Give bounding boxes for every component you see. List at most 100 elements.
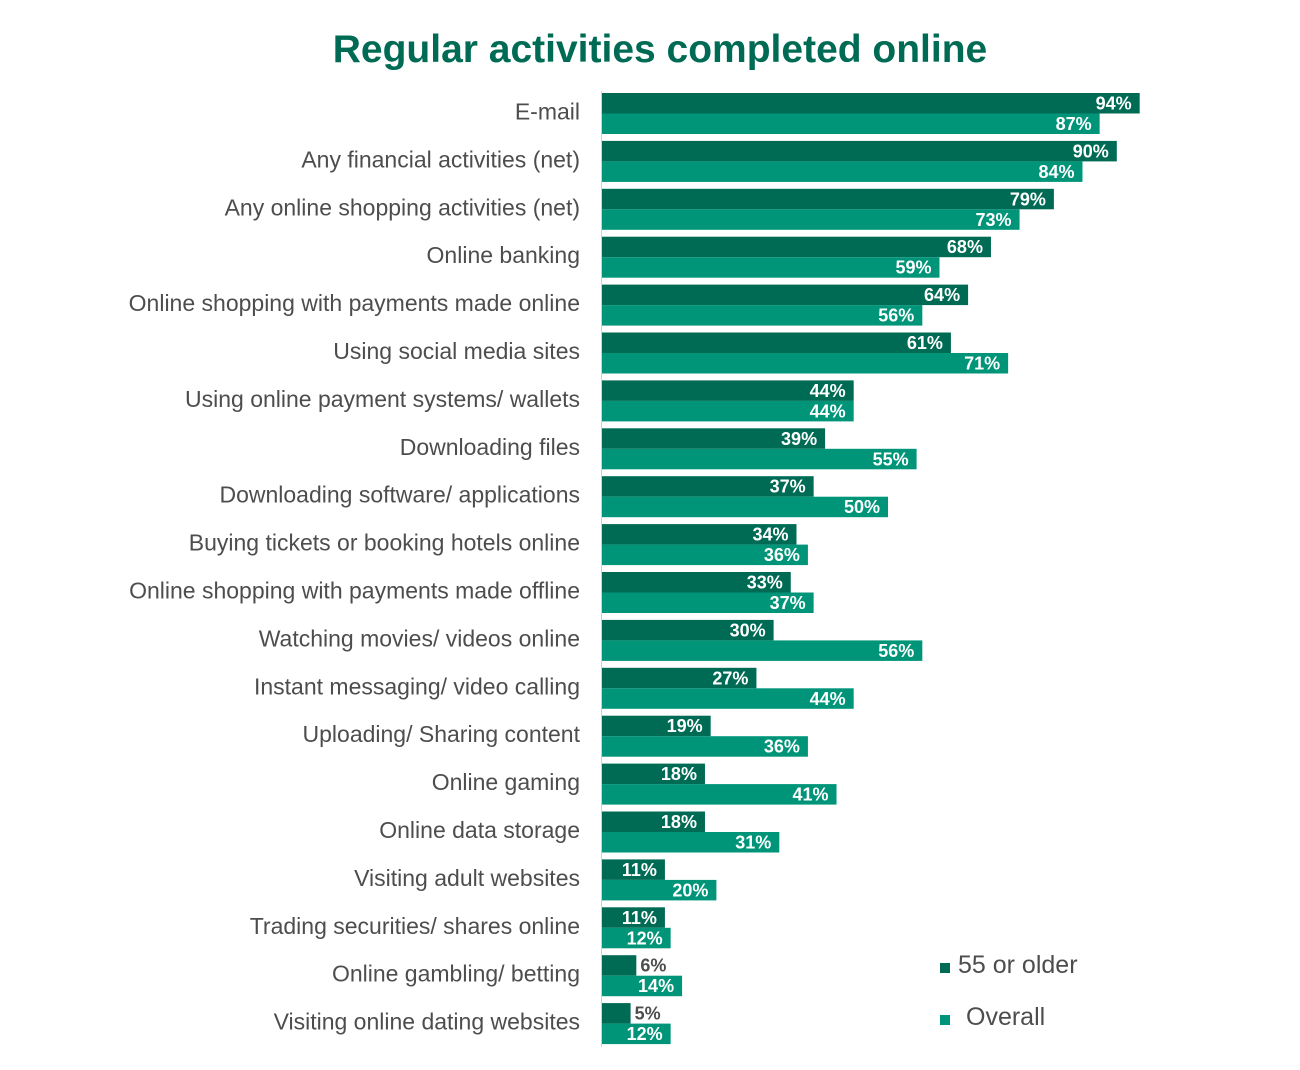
- bar-55-or-older: [602, 380, 854, 401]
- bar-overall: [602, 161, 1083, 182]
- labels-layer: E-mail 94%87% Any financial activities (ne…: [129, 94, 1132, 1045]
- category-label: Uploading/ Sharing content: [303, 721, 581, 747]
- bar-55-or-older: [602, 476, 814, 497]
- data-label: 59%: [895, 258, 931, 278]
- bar-55-or-older: [602, 955, 637, 976]
- data-label: 30%: [730, 620, 766, 640]
- category-label: Online data storage: [379, 817, 580, 843]
- category-label: Online shopping with payments made onlin…: [129, 290, 580, 316]
- data-label: 20%: [672, 880, 708, 900]
- data-label: 55%: [873, 449, 909, 469]
- bar-55-or-older: [602, 619, 774, 641]
- category-label: Downloading files: [400, 434, 580, 460]
- legend-entry: Overall: [966, 1003, 1045, 1031]
- data-label: 18%: [661, 764, 697, 784]
- data-label: 14%: [638, 976, 674, 996]
- category-label: Online gambling/ betting: [332, 961, 580, 987]
- data-label: 56%: [878, 306, 914, 326]
- legend-entry: 55 or older: [958, 951, 1078, 979]
- data-label: 61%: [907, 333, 943, 353]
- bar-55-or-older: [602, 907, 665, 928]
- bar-55-or-older: [602, 188, 1054, 210]
- category-label: Visiting adult websites: [354, 865, 580, 891]
- legend: 55 or older Overall: [940, 951, 1078, 1031]
- bar-55-or-older: [602, 811, 705, 832]
- category-label: Any financial activities (net): [301, 146, 580, 172]
- data-label: 50%: [844, 497, 880, 517]
- bar-55-or-older: [602, 572, 791, 593]
- bar-55-or-older: [602, 667, 757, 689]
- category-label: Using online payment systems/ wallets: [185, 386, 580, 412]
- data-label: 39%: [781, 429, 817, 449]
- category-label: Buying tickets or booking hotels online: [189, 530, 580, 556]
- bar-55-or-older: [602, 332, 951, 353]
- data-label: 31%: [735, 833, 771, 853]
- bar-overall: [602, 927, 671, 949]
- bar-overall: [602, 736, 808, 757]
- data-label: 11%: [622, 908, 657, 928]
- bar-55-or-older: [602, 93, 1140, 114]
- bar-overall: [602, 879, 717, 901]
- legend-swatch: [940, 1015, 950, 1025]
- bar-55-or-older: [602, 763, 705, 785]
- bar-overall: [602, 448, 917, 470]
- bar-55-or-older: [602, 428, 826, 449]
- data-label: 44%: [810, 381, 846, 401]
- bar-overall: [602, 832, 780, 853]
- bar-overall: [602, 257, 940, 278]
- category-label: Any online shopping activities (net): [225, 194, 580, 220]
- data-label: 44%: [810, 689, 846, 709]
- bar-overall: [602, 688, 854, 709]
- data-label: 36%: [764, 737, 800, 757]
- bar-55-or-older: [602, 1003, 631, 1024]
- data-label: 56%: [878, 641, 914, 661]
- bar-overall: [602, 353, 1009, 374]
- bar-55-or-older: [602, 236, 991, 258]
- chart-title: Regular activities completed online: [332, 28, 988, 71]
- category-label: Instant messaging/ video calling: [254, 673, 580, 699]
- data-label: 5%: [635, 1004, 661, 1024]
- data-label: 87%: [1056, 114, 1092, 134]
- bar-55-or-older: [602, 715, 711, 737]
- bar-55-or-older: [602, 140, 1117, 162]
- category-label: Online banking: [427, 242, 580, 268]
- category-label: Trading securities/ shares online: [250, 913, 580, 939]
- category-label: Online gaming: [432, 769, 580, 795]
- bar-overall: [602, 544, 808, 566]
- data-label: 79%: [1010, 189, 1046, 209]
- bar-overall: [602, 640, 923, 661]
- category-label: E-mail: [515, 99, 580, 125]
- category-label: Downloading software/ applications: [219, 482, 580, 508]
- data-label: 27%: [712, 668, 748, 688]
- data-label: 18%: [661, 812, 697, 832]
- bar-55-or-older: [602, 284, 969, 306]
- data-label: 34%: [752, 525, 788, 545]
- bar-overall: [602, 209, 1020, 230]
- bars-layer: [602, 93, 1140, 1045]
- data-label: 12%: [627, 928, 663, 948]
- data-label: 44%: [810, 401, 846, 421]
- data-label: 84%: [1038, 162, 1074, 182]
- data-label: 71%: [964, 354, 1000, 374]
- data-label: 41%: [792, 785, 828, 805]
- data-label: 68%: [947, 237, 983, 257]
- data-label: 36%: [764, 545, 800, 565]
- category-label: Using social media sites: [333, 338, 580, 364]
- data-label: 12%: [627, 1024, 663, 1044]
- data-label: 6%: [640, 956, 666, 976]
- data-label: 11%: [622, 860, 657, 880]
- data-label: 64%: [924, 285, 960, 305]
- bar-overall: [602, 496, 888, 518]
- bar-overall: [602, 975, 683, 997]
- bar-overall: [602, 113, 1100, 134]
- data-label: 37%: [770, 593, 806, 613]
- data-label: 19%: [667, 716, 703, 736]
- bar-overall: [602, 784, 837, 805]
- bar-overall: [602, 400, 854, 422]
- category-label: Online shopping with payments made offli…: [129, 578, 580, 604]
- legend-swatch: [940, 963, 950, 973]
- data-label: 33%: [747, 573, 783, 593]
- data-label: 90%: [1073, 141, 1109, 161]
- category-label: Watching movies/ videos online: [259, 625, 580, 651]
